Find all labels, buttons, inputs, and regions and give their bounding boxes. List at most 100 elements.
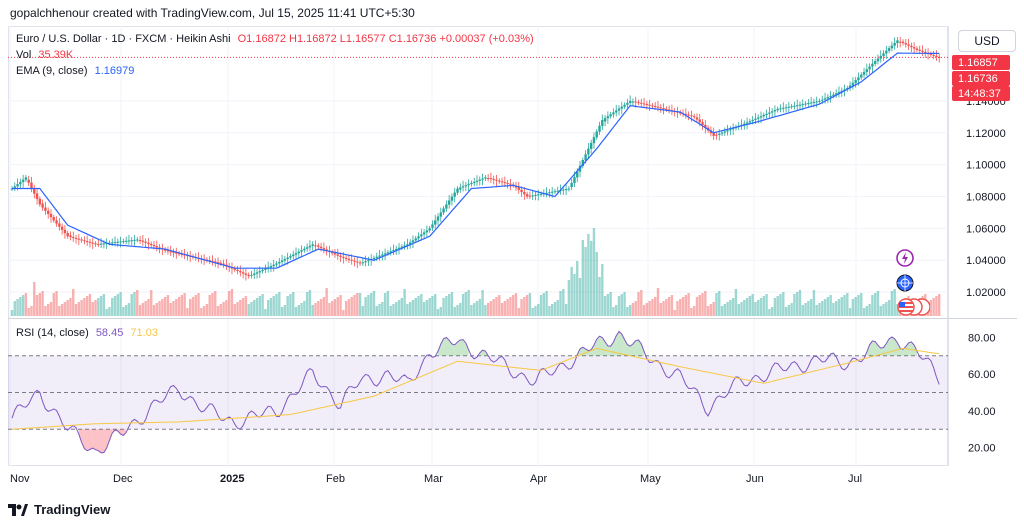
volume-bar (358, 293, 362, 316)
currency-selector[interactable]: USD (958, 30, 1016, 52)
candle-body (573, 177, 576, 184)
volume-bar (885, 302, 888, 316)
volume-bar (823, 299, 827, 316)
volume-bar (478, 299, 481, 316)
candle-body (411, 240, 415, 243)
volume-bar (49, 302, 53, 316)
volume-bar (770, 307, 774, 316)
candle-body (921, 50, 924, 52)
volume-bar (186, 308, 189, 316)
price-chart[interactable]: 1.140001.120001.100001.080001.060001.040… (8, 26, 1017, 318)
volume-bar (339, 295, 342, 316)
candle-body (21, 179, 25, 182)
volume-bar (147, 299, 150, 316)
volume-bar (868, 304, 871, 316)
volume-bar (656, 288, 660, 316)
rsi-ma-line (11, 347, 940, 430)
volume-bar (768, 309, 771, 316)
symbol-legend[interactable]: Euro / U.S. Dollar · 1D · FXCM · Heikin … (16, 32, 538, 47)
candle-body (361, 262, 365, 264)
candle-body (27, 179, 30, 183)
candle-body (901, 41, 905, 44)
candle-body (381, 254, 384, 256)
volume-bar (567, 280, 571, 316)
candle-body (938, 56, 941, 58)
globe-icon[interactable] (896, 274, 914, 297)
candle-body (860, 74, 863, 78)
chart-panel[interactable] (8, 26, 948, 466)
candle-body (292, 254, 295, 257)
candle-body (815, 101, 818, 103)
candle-body (796, 105, 799, 107)
volume-bar (718, 291, 721, 316)
volume-bar (442, 298, 445, 316)
candle-body (592, 137, 596, 144)
rsi-overbought-fill (446, 337, 450, 356)
volume-bar (353, 295, 356, 316)
volume-bar (250, 302, 253, 316)
volume-bar (305, 292, 309, 316)
candle-body (603, 118, 607, 122)
volume-bar (453, 307, 456, 316)
candle-body (33, 187, 36, 194)
candle-body (851, 82, 855, 86)
rsi-chart[interactable]: 80.00 60.00 40.00 20.00 (8, 319, 1017, 466)
price-tick-label: 1.08000 (966, 192, 1006, 204)
candle-body (356, 261, 359, 263)
volume-bar (726, 302, 729, 316)
candle-body (570, 182, 573, 188)
volume-bar (782, 292, 785, 316)
volume-bar (851, 299, 855, 316)
volume-bar (85, 296, 89, 316)
lightning-icon[interactable] (896, 249, 914, 272)
volume-bar (216, 306, 220, 316)
candle-body (253, 273, 256, 275)
volume-bar (826, 297, 830, 316)
volume-bar (690, 308, 693, 316)
candle-body (247, 274, 250, 277)
candle-body (420, 234, 423, 237)
volume-bar (640, 290, 643, 316)
volume-bar (255, 298, 259, 316)
volume-bar (445, 296, 448, 316)
candle-body (578, 165, 582, 172)
pane-divider[interactable] (8, 318, 1017, 319)
attribution-text: gopalchhenour created with TradingView.c… (10, 6, 415, 20)
volume-bar (386, 291, 390, 316)
candle-body (729, 129, 732, 131)
ema-legend[interactable]: EMA (9, close) 1.16979 (16, 64, 138, 79)
volume-bar (731, 298, 735, 316)
candle-body (88, 241, 92, 243)
candle-body (66, 232, 69, 237)
candle-body (690, 115, 693, 117)
volume-bar (350, 297, 353, 316)
volume-bar (932, 298, 935, 316)
volume-bar (116, 294, 120, 316)
candle-body (826, 97, 830, 99)
rsi-line (11, 330, 940, 454)
volume-bar (796, 292, 799, 316)
volume-bar (673, 310, 676, 316)
candle-body (222, 263, 225, 265)
candle-body (180, 253, 184, 255)
volume-bar (498, 295, 501, 316)
candle-body (584, 154, 587, 161)
volume-legend[interactable]: Vol 35.39K (16, 48, 77, 63)
candle-body (612, 112, 615, 115)
us-flag-icon[interactable] (894, 297, 931, 322)
volume-bar (807, 301, 810, 316)
candle-body (166, 250, 170, 252)
time-axis[interactable]: Nov Dec 2025 Feb Mar Apr May Jun Jul (8, 466, 948, 488)
candle-body (425, 230, 429, 233)
candle-body (63, 229, 67, 234)
tradingview-logo[interactable]: TradingView (8, 502, 110, 517)
candle-body (417, 236, 420, 239)
volume-bar (692, 306, 696, 316)
volume-bar (105, 309, 108, 316)
candle-body (723, 131, 727, 133)
rsi-overbought-fill (596, 336, 600, 356)
rsi-legend[interactable]: RSI (14, close) 58.45 71.03 (16, 326, 162, 341)
candle-body (305, 247, 309, 249)
volume-bar (665, 299, 668, 316)
volume-bar (258, 296, 262, 316)
